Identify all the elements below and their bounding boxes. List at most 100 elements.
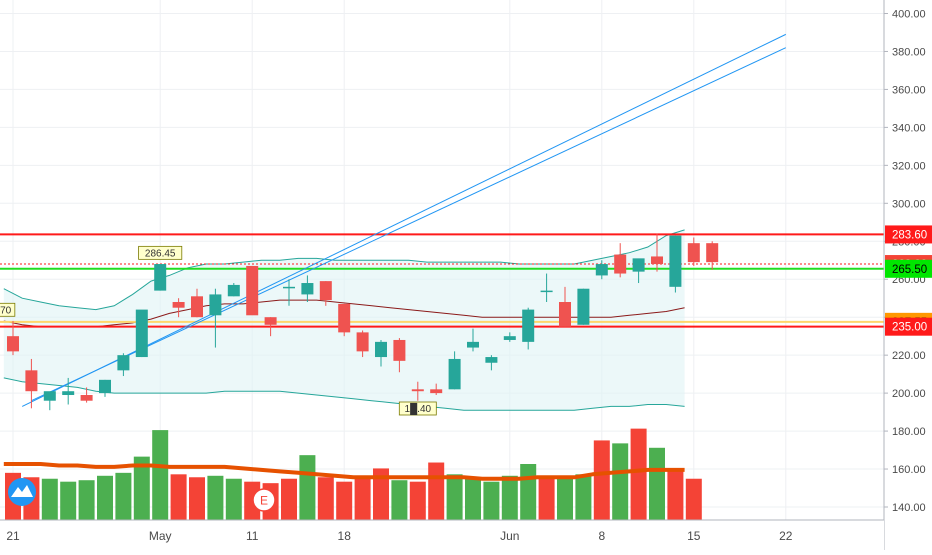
volume-ma-line bbox=[3, 462, 685, 481]
price-tick-label: 300.00 bbox=[892, 198, 926, 210]
volume-bar bbox=[225, 478, 242, 520]
candle-body bbox=[227, 284, 240, 297]
candle-body bbox=[25, 370, 38, 392]
time-tick-label: 8 bbox=[598, 529, 605, 543]
volume-bar bbox=[354, 478, 371, 520]
badges: E bbox=[8, 478, 276, 512]
candle-body bbox=[7, 336, 19, 352]
candle-body bbox=[522, 309, 535, 342]
volume-bar bbox=[299, 455, 316, 520]
bollinger-lower bbox=[3, 377, 685, 411]
volume-bar bbox=[630, 428, 647, 520]
candle-body bbox=[135, 309, 148, 358]
candle-body bbox=[264, 317, 277, 325]
candle-body bbox=[411, 389, 424, 392]
volume-bar bbox=[465, 477, 481, 520]
candle-body bbox=[595, 264, 608, 276]
candle-body bbox=[559, 302, 571, 327]
price-tick-label: 340.00 bbox=[892, 122, 926, 134]
candle-body bbox=[577, 288, 590, 325]
volume-bar bbox=[593, 440, 610, 520]
candle-body bbox=[338, 303, 351, 333]
time-axis-bg bbox=[0, 520, 884, 550]
volume-bar bbox=[575, 474, 592, 520]
time-tick-label: 15 bbox=[687, 529, 701, 543]
candle-body bbox=[669, 235, 682, 287]
price-tag bbox=[885, 225, 932, 244]
annotation-label: 1█.40 bbox=[405, 402, 432, 416]
candle-body bbox=[172, 302, 185, 308]
volume-bar bbox=[667, 471, 684, 520]
candle-body bbox=[154, 264, 167, 291]
candle-body bbox=[191, 296, 203, 318]
candle-body bbox=[283, 286, 295, 289]
trendline bbox=[31, 47, 787, 402]
volume-bar bbox=[317, 477, 334, 520]
volume-bar bbox=[189, 477, 205, 520]
volume-bar bbox=[685, 478, 702, 520]
candle-body bbox=[209, 294, 222, 316]
bollinger-middle bbox=[3, 299, 685, 328]
volume-bar bbox=[501, 475, 518, 520]
volume-bar bbox=[612, 443, 629, 520]
price-tag bbox=[885, 259, 932, 278]
volume-moving-average bbox=[3, 462, 685, 481]
price-tag bbox=[885, 317, 932, 336]
candle-body bbox=[467, 341, 479, 348]
volume-bar bbox=[446, 474, 463, 520]
time-tick-label: 11 bbox=[246, 529, 259, 543]
annotation-box bbox=[0, 302, 16, 317]
logo-icon[interactable] bbox=[8, 478, 36, 506]
candle-body bbox=[301, 283, 314, 295]
earnings-badge[interactable]: E bbox=[252, 488, 276, 512]
candle-body bbox=[117, 355, 130, 371]
price-tick-label: 140.00 bbox=[892, 502, 926, 514]
volume-bar bbox=[207, 475, 224, 520]
volume-bar bbox=[78, 480, 95, 520]
candle-body bbox=[356, 332, 369, 352]
volume-bar bbox=[152, 430, 169, 520]
price-tick-label: 400.00 bbox=[892, 9, 926, 21]
time-tick-label: May bbox=[149, 529, 172, 543]
candle-body bbox=[540, 290, 553, 293]
candle-body bbox=[99, 379, 111, 394]
candle-body bbox=[393, 339, 406, 361]
price-tag-label: 283.60 bbox=[892, 229, 927, 241]
volume-bar bbox=[133, 456, 150, 520]
candle-body bbox=[375, 341, 387, 358]
candle-body bbox=[687, 243, 700, 263]
price-tick-label: 360.00 bbox=[892, 84, 926, 96]
annotation-box bbox=[138, 245, 183, 260]
trendlines bbox=[21, 33, 787, 407]
volume-bar bbox=[41, 478, 58, 520]
volume-bar bbox=[649, 447, 665, 520]
candle-body bbox=[632, 258, 645, 272]
volume-bar bbox=[115, 472, 132, 520]
price-tick-label: 320.00 bbox=[892, 160, 926, 172]
candle-body bbox=[706, 243, 719, 263]
volume-bar bbox=[336, 481, 353, 520]
annotation-label: 70 bbox=[0, 305, 12, 316]
candle-body bbox=[319, 281, 332, 301]
candle-body bbox=[651, 256, 663, 265]
price-tag-label: 265.50 bbox=[892, 264, 927, 276]
time-tick-label: 22 bbox=[779, 529, 793, 543]
time-tick-label: Jun bbox=[500, 529, 519, 543]
price-tick-label: 160.00 bbox=[892, 464, 926, 476]
candle-body bbox=[246, 265, 259, 316]
volume-bar bbox=[557, 475, 573, 520]
candle-body bbox=[485, 357, 498, 363]
volume-bar bbox=[60, 481, 77, 520]
volume-bar bbox=[483, 481, 500, 520]
volume-bar bbox=[538, 475, 555, 520]
candle-body bbox=[503, 336, 516, 340]
annotation-box bbox=[398, 401, 437, 416]
price-tags: 283.60268.00265.50237.55235.00 bbox=[885, 225, 932, 336]
volume-bar bbox=[170, 474, 187, 520]
candle-body bbox=[430, 389, 443, 394]
volume-bar bbox=[409, 481, 426, 520]
volume-bar bbox=[97, 475, 113, 520]
candle-body bbox=[80, 395, 93, 401]
